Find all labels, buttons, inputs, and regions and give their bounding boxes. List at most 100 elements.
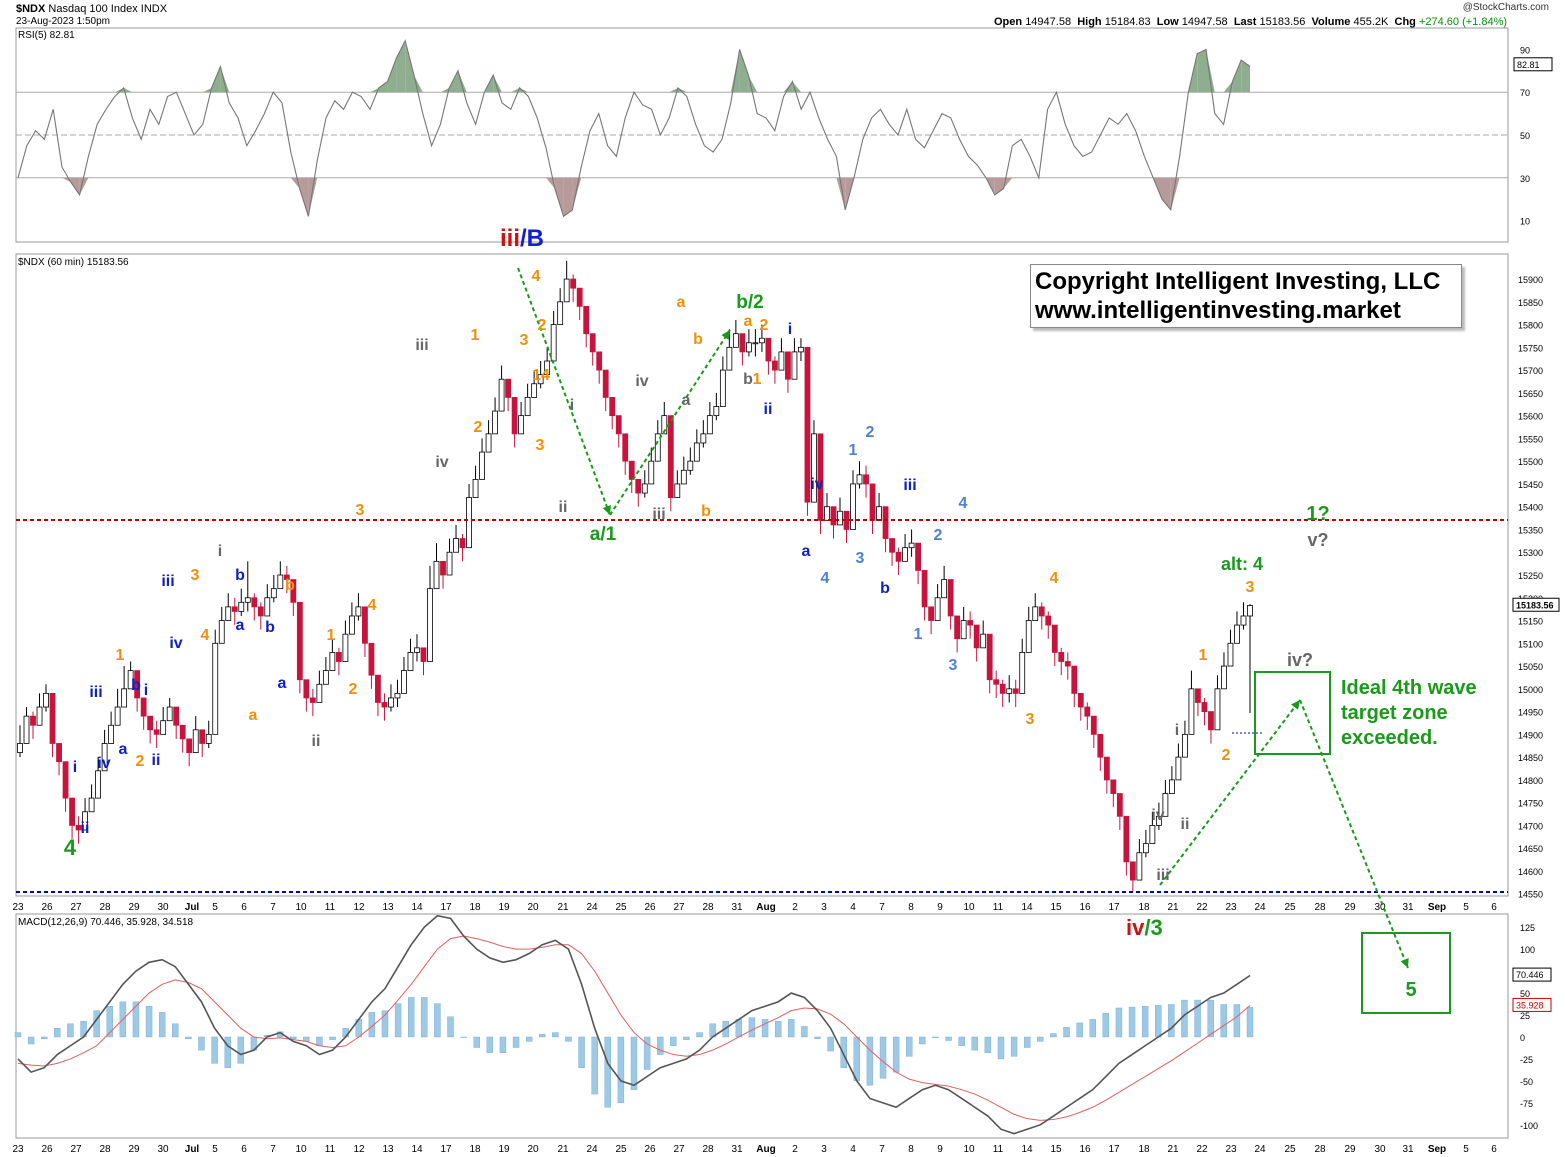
wave-label: iii [161,573,174,590]
wave-label: 4 [821,570,830,587]
price-candle [459,538,466,549]
rsi-overbought-fill [440,87,450,93]
arrow-head [1400,958,1409,968]
rsi-overbought-fill [1232,60,1242,93]
price-candle [212,642,219,735]
price-candle [1123,815,1130,863]
price-candle [1110,779,1117,794]
price-tick-label: 15300 [1518,548,1543,558]
rsi-overbought-fill [387,57,397,93]
rsi-overbought-fill [519,87,529,93]
price-candle [1084,706,1091,717]
price-candle [427,588,433,662]
price-candle [856,474,863,485]
price-candle [199,729,206,744]
macd-histogram-bar [1155,1005,1162,1038]
wave-b2-label: b/2 [736,292,763,313]
x-tick-label-bottom: 30 [1374,1144,1386,1155]
rsi-overbought-fill [730,49,740,93]
x-tick-label-bottom: 31 [1402,1144,1414,1155]
index-name: Nasdaq 100 Index [48,3,138,15]
macd-histogram-bar [316,1036,323,1046]
x-tick-label: 14 [1021,902,1033,913]
macd-histogram-bar [198,1036,205,1051]
price-tick-label: 15700 [1518,366,1543,376]
rsi-current-value: 82.81 [1517,60,1540,70]
price-candle [479,451,485,480]
price-candle [23,715,30,744]
price-candle [205,733,212,744]
macd-histogram-bar [41,1036,48,1039]
macd-histogram-bar [525,1036,533,1042]
macd-signal-value: 35.928 [1516,1000,1544,1010]
wave-label: 2 [538,317,547,334]
wave-label: ii [312,733,321,750]
target-zone-box [1254,671,1331,755]
x-tick-label: 17 [1108,902,1120,913]
wave-ivq-label: iv? [1287,650,1313,670]
wave-label: a [119,741,128,758]
wave-label: b [131,677,141,694]
macd-histogram-bar [27,1036,35,1045]
rsi-oversold-fill [1162,177,1171,210]
macd-histogram-bar [499,1036,507,1053]
rsi-overbought-fill [378,81,388,93]
price-candle [726,346,733,371]
rsi-tick-label: 70 [1520,88,1530,98]
wave5-box [1361,932,1451,1014]
price-candle [1247,605,1253,617]
macd-histogram-bar [801,1026,808,1038]
x-tick-label: 17 [440,902,452,913]
price-candle [218,620,225,644]
last-label: Last [1233,16,1257,28]
price-candle [153,729,160,735]
wave-label: 3 [1026,711,1035,728]
price-candle [121,688,128,708]
macd-histogram-bar [919,1036,926,1045]
wave-label: 1 [116,647,125,664]
x-tick-label-bottom: 18 [1138,1144,1150,1155]
macd-histogram-bar [827,1036,834,1052]
price-candle [876,506,882,521]
price-candle [915,542,921,571]
wave-B-text: /B [520,225,544,252]
price-candle [706,415,713,435]
projection-arrow [1159,699,1301,886]
macd-histogram-bar [630,1036,638,1090]
x-tick-label-bottom: 10 [295,1144,307,1155]
x-tick-label-bottom: 25 [1284,1144,1296,1155]
price-candle [667,415,674,498]
macd-histogram-bar [1010,1036,1018,1057]
rsi-overbought-fill [748,75,758,93]
target-text-line: exceeded. [1341,727,1438,749]
price-candle [453,538,459,553]
price-candle [628,460,635,480]
rsi-oversold-fill [1170,177,1180,210]
macd-histogram-bar [1089,1019,1096,1038]
price-candle [752,342,759,345]
arrow-head [1291,700,1300,710]
x-tick-label: 28 [99,902,111,913]
macd-histogram-bar [958,1036,965,1046]
price-candle [335,652,342,662]
wave-label: i [788,321,792,338]
x-tick-label-bottom: 29 [128,1144,140,1155]
macd-histogram-bar [945,1036,952,1041]
price-candle [75,825,82,831]
macd-histogram-bar [407,997,415,1038]
price-candle [1129,861,1136,881]
macd-tick-label: 50 [1520,989,1530,999]
price-candle [173,706,180,726]
price-tick-label: 14550 [1518,890,1543,900]
wave-label: 1 [914,626,923,643]
price-candle [277,574,284,590]
price-candle [322,670,329,685]
price-candle [635,478,642,494]
price-tick-label: 15250 [1518,571,1543,581]
arrow-head [721,330,730,340]
macd-histogram-bar [447,1016,454,1038]
macd-histogram-bar [643,1036,651,1070]
wave-label: b [693,331,703,348]
price-candle [641,483,648,494]
